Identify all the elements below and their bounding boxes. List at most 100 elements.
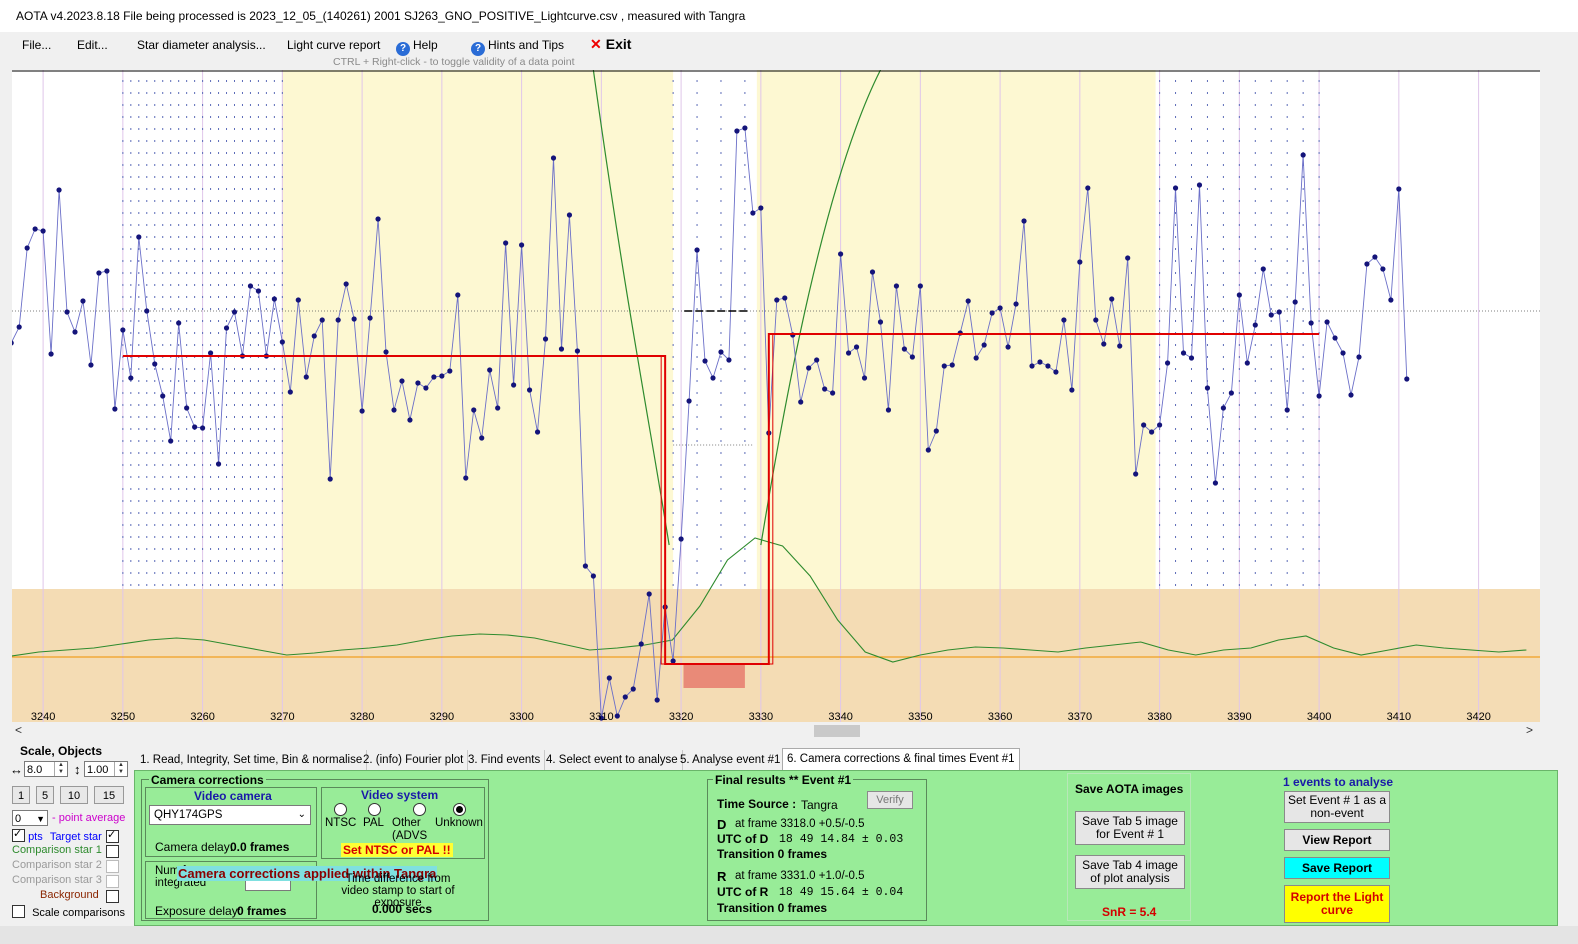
plot-horizontal-scrollbar[interactable]: < > (12, 722, 1540, 740)
unknown-radio[interactable] (453, 803, 466, 816)
verify-button[interactable]: Verify (867, 791, 913, 809)
scale-comparisons-label: Scale comparisons (32, 907, 125, 919)
pts-checkbox[interactable] (12, 827, 25, 842)
x-tick-label: 3310 (589, 711, 613, 722)
scale-y-spinner[interactable]: 1.00 ▲ ▼ (84, 761, 128, 777)
tab-analyse-event[interactable]: 5. Analyse event #1 (676, 750, 786, 770)
data-point (1101, 341, 1107, 347)
data-point (335, 317, 341, 323)
x-tick-label: 3300 (509, 711, 533, 722)
menu-bar: File... Edit... Star diameter analysis..… (0, 32, 1578, 70)
data-point (885, 407, 892, 413)
comparison-star-3-label: Comparison star 3 (12, 874, 102, 886)
view-report-button[interactable]: View Report (1284, 829, 1390, 851)
data-point (303, 374, 309, 380)
pal-radio[interactable] (368, 803, 381, 816)
data-point (176, 320, 182, 326)
x-tick-label: 3280 (350, 711, 374, 722)
data-point (933, 428, 939, 434)
ntsc-radio[interactable] (334, 803, 347, 816)
data-point (1149, 429, 1155, 435)
time-diff-value: 0.000 secs (372, 902, 433, 916)
data-point (1188, 355, 1195, 361)
data-point (1029, 363, 1035, 369)
scroll-left-icon[interactable]: < (15, 723, 23, 737)
menu-exit[interactable]: ✕ Exit (590, 36, 631, 53)
tab-fourier[interactable]: 2. (info) Fourier plot (359, 750, 469, 770)
data-point (415, 380, 421, 386)
scale-x-spinner[interactable]: 8.0 ▲ ▼ (24, 761, 68, 777)
set-non-event-button[interactable]: Set Event # 1 as a non-event (1284, 791, 1390, 823)
tab-camera-corrections[interactable]: 6. Camera corrections & final times Even… (782, 748, 1020, 770)
point-average-select[interactable]: 0 ▼ (12, 810, 48, 826)
close-icon: ✕ (590, 36, 602, 52)
menu-hints[interactable]: ? Hints and Tips (471, 38, 564, 56)
data-point (112, 406, 118, 412)
menu-light-curve-report[interactable]: Light curve report (287, 38, 381, 52)
plot-svg[interactable]: 3240 3250 3260 3270 3280 3290 3300 3310 3320 3330… (12, 70, 1540, 722)
scale-y-value: 1.00 (87, 764, 109, 776)
menu-star-diameter[interactable]: Star diameter analysis... (137, 38, 266, 52)
x-tick-label: 3360 (988, 711, 1012, 722)
data-point (1292, 299, 1298, 305)
data-point (582, 563, 588, 569)
menu-file[interactable]: File... (22, 38, 52, 52)
report-light-curve-button[interactable]: Report the Light curve (1284, 885, 1390, 923)
save-report-button[interactable]: Save Report (1284, 857, 1390, 879)
spinner-arrows-icon[interactable]: ▲ ▼ (114, 762, 127, 776)
data-point (901, 346, 907, 352)
data-point (822, 386, 828, 392)
data-point (1300, 152, 1306, 158)
menu-exit-label: Exit (605, 36, 632, 52)
data-point (1005, 344, 1011, 350)
x-tick-label: 3260 (190, 711, 214, 722)
save-tab5-button[interactable]: Save Tab 5 image for Event # 1 (1075, 811, 1185, 845)
data-point (1013, 301, 1019, 307)
scroll-right-icon[interactable]: > (1526, 723, 1534, 737)
comparison-star-3-checkbox (106, 875, 119, 888)
data-point (622, 694, 628, 700)
data-point (1037, 359, 1043, 365)
preset-1-button[interactable]: 1 (12, 786, 30, 804)
data-point (1093, 317, 1099, 323)
camera-select[interactable]: QHY174GPS ⌄ (149, 805, 311, 825)
background-checkbox[interactable] (106, 890, 119, 903)
data-point (702, 358, 708, 364)
x-tick-label: 3350 (908, 711, 932, 722)
data-point (383, 349, 389, 355)
baseline-region-right (756, 70, 1156, 590)
preset-10-button[interactable]: 10 (60, 786, 88, 804)
spinner-arrows-icon[interactable]: ▲ ▼ (54, 762, 67, 776)
data-point (279, 339, 285, 345)
comparison-star-1-checkbox[interactable] (106, 845, 119, 858)
data-point (654, 697, 660, 703)
save-tab4-button[interactable]: Save Tab 4 image of plot analysis (1075, 855, 1185, 889)
data-point (1228, 390, 1234, 396)
menu-help[interactable]: ? Help (396, 38, 438, 56)
scale-comparisons-checkbox[interactable] (12, 905, 25, 918)
tab-select-event[interactable]: 4. Select event to analyse (542, 750, 683, 770)
data-point (184, 405, 190, 411)
tab-find-events[interactable]: 3. Find events (464, 750, 546, 770)
scroll-thumb[interactable] (814, 725, 860, 737)
preset-5-button[interactable]: 5 (36, 786, 54, 804)
data-point (1236, 292, 1242, 298)
ntsc-label: NTSC (325, 817, 357, 829)
other-radio[interactable] (413, 803, 426, 816)
preset-15-button[interactable]: 15 (94, 786, 124, 804)
data-point (407, 417, 413, 423)
data-point (1356, 354, 1362, 360)
target-star-checkbox[interactable] (106, 828, 119, 843)
data-point (718, 349, 724, 355)
data-point (758, 205, 764, 211)
data-point (1117, 343, 1123, 349)
data-point (965, 298, 971, 304)
point-average-label: - point average (52, 812, 126, 824)
data-point (686, 398, 692, 404)
tab-read-integrity[interactable]: 1. Read, Integrity, Set time, Bin & norm… (136, 750, 368, 770)
data-point (24, 245, 30, 251)
light-curve-plot[interactable]: 3240 3250 3260 3270 3280 3290 3300 3310 3320 3330… (12, 70, 1540, 722)
data-point (1077, 259, 1083, 265)
menu-edit[interactable]: Edit... (77, 38, 108, 52)
x-tick-label: 3320 (669, 711, 693, 722)
